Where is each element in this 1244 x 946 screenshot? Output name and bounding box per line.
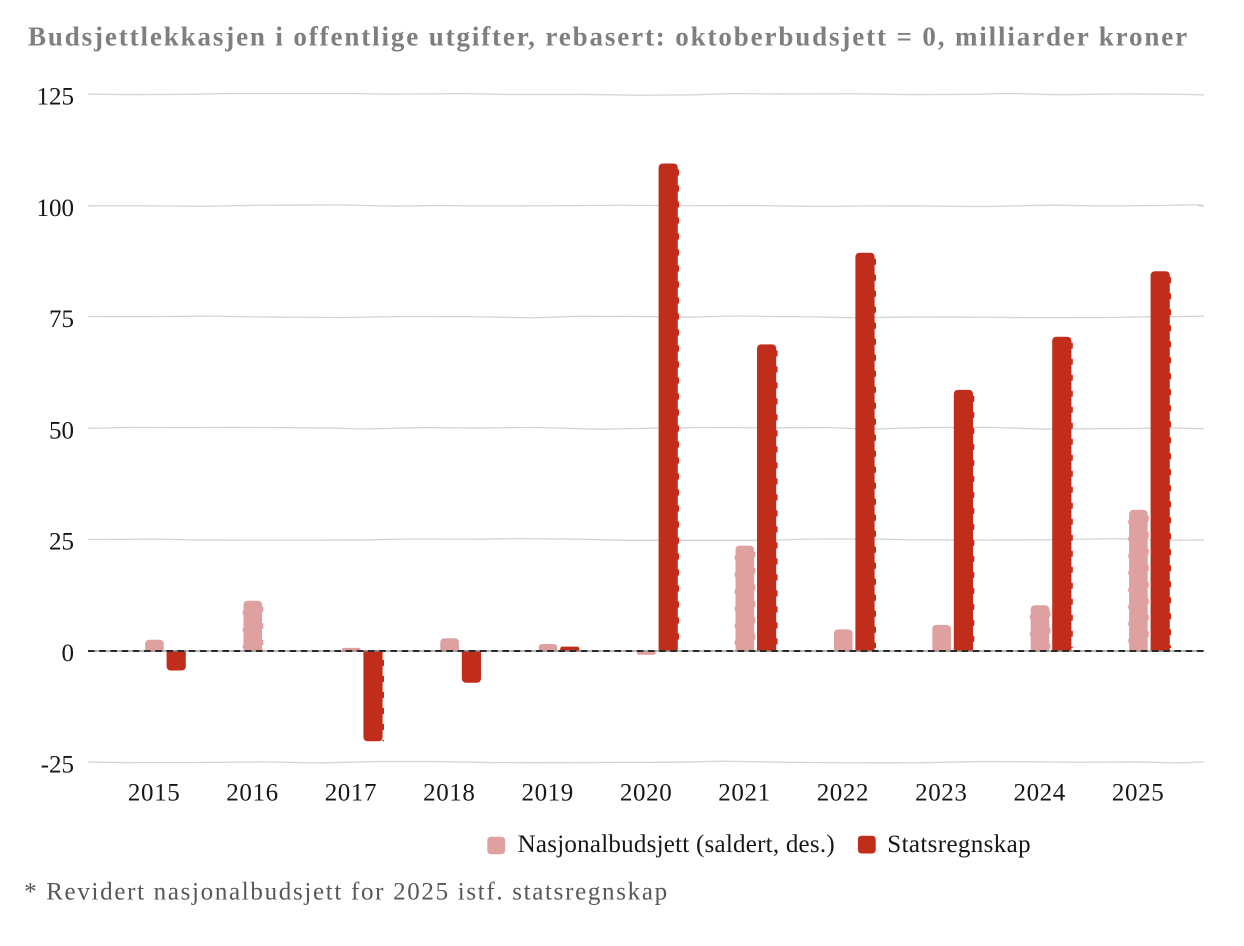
svg-text:100: 100: [37, 195, 75, 222]
svg-text:0: 0: [62, 640, 75, 667]
svg-text:2016: 2016: [226, 780, 278, 807]
svg-text:2023: 2023: [915, 780, 967, 807]
svg-text:2017: 2017: [325, 780, 377, 807]
svg-text:75: 75: [49, 306, 74, 333]
svg-text:2019: 2019: [521, 780, 573, 807]
svg-text:2024: 2024: [1013, 780, 1065, 807]
svg-text:* Revidert nasjonalbudsjett fo: * Revidert nasjonalbudsjett for 2025 ist…: [24, 878, 669, 905]
svg-text:50: 50: [49, 417, 74, 444]
svg-text:2015: 2015: [128, 780, 180, 807]
svg-text:25: 25: [49, 529, 74, 556]
svg-text:Budsjettlekkasjen i offentlige: Budsjettlekkasjen i offentlige utgifter,…: [28, 22, 1189, 52]
svg-text:2018: 2018: [423, 780, 475, 807]
svg-text:Statsregnskap: Statsregnskap: [887, 831, 1031, 858]
svg-text:125: 125: [37, 84, 75, 111]
svg-text:2022: 2022: [817, 780, 869, 807]
svg-text:2025: 2025: [1112, 780, 1164, 807]
svg-text:-25: -25: [41, 751, 74, 778]
svg-text:2020: 2020: [620, 780, 672, 807]
svg-text:2021: 2021: [718, 780, 770, 807]
svg-text:Nasjonalbudsjett (saldert, des: Nasjonalbudsjett (saldert, des.): [518, 831, 835, 858]
